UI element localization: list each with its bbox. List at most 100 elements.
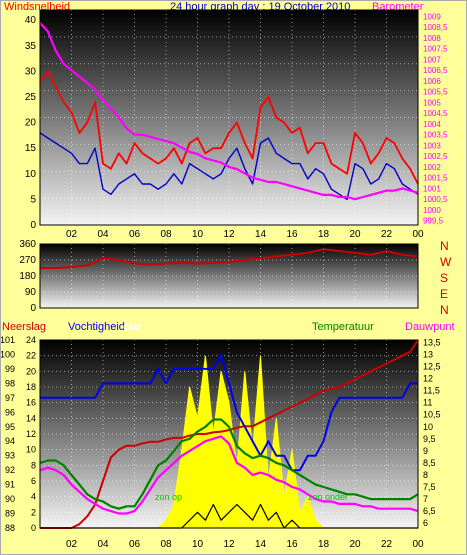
- x-tick-label: 08: [160, 229, 172, 240]
- barometer-tick: 1005: [423, 98, 441, 107]
- x-tick-label: 06: [129, 539, 141, 550]
- humidity-line: [40, 353, 418, 472]
- humidity-tick: 91: [5, 480, 15, 490]
- x-tick-label: 10: [192, 229, 204, 240]
- x-tick-label: 14: [255, 229, 267, 240]
- compass-label: E: [440, 287, 448, 301]
- barometer-tick: 1006,5: [423, 66, 448, 75]
- temperature-tick: 11,5: [423, 386, 440, 396]
- humidity-tick: 99: [5, 364, 15, 374]
- wind-speed-tick: 10: [25, 169, 37, 180]
- direction-tick: 0: [30, 303, 36, 314]
- temperature-tick: 8,5: [423, 458, 436, 468]
- temperature-axis: 13,5 13 12,5 12 11,5 11 10,5 10 9,5 9 8,5 8 7,5 7 6,5 6: [423, 337, 441, 528]
- rain-tick: 0: [31, 523, 36, 533]
- barometer-tick: 1006: [423, 77, 441, 86]
- direction-tick: 360: [19, 239, 36, 250]
- barometer-tick: 1005,5: [423, 88, 448, 97]
- sunset-label: zon onder: [308, 492, 348, 502]
- barometer-tick: 999,5: [423, 217, 444, 226]
- sunrise-label: zon op: [155, 492, 182, 502]
- direction-series: [40, 248, 419, 269]
- barometer-tick: 1003,5: [423, 131, 448, 140]
- rain-tick: 4: [31, 492, 36, 502]
- rain-tick: 16: [26, 398, 36, 408]
- barometer-line: [39, 22, 419, 201]
- dewpoint-line: [39, 435, 419, 515]
- humidity-axis: 101 100 99 98 97 96 95 94 93 92 91 90 89 88: [0, 335, 15, 533]
- humidity-tick: 93: [5, 451, 15, 461]
- temperature-tick: 12: [423, 374, 433, 384]
- x-tick-label: 20: [349, 539, 361, 550]
- humidity-tick: 89: [5, 509, 15, 519]
- direction-panel-frame: [39, 243, 419, 309]
- x-tick-label: 06: [129, 229, 141, 240]
- compass-label: N: [440, 303, 449, 317]
- wind-speed-tick: 30: [25, 66, 37, 77]
- humidity-tick: 90: [5, 494, 15, 504]
- humidity-tick: 94: [5, 436, 15, 446]
- barometer-tick: 1003: [423, 141, 441, 150]
- temperature-tick: 9,5: [423, 434, 436, 444]
- rain-line: [40, 339, 419, 529]
- temperature-tick: 11: [423, 398, 432, 408]
- wind-speed-tick: 40: [25, 15, 37, 26]
- x-tick-label: 18: [318, 229, 330, 240]
- x-tick-label: 00: [412, 229, 424, 240]
- rain-tick: 18: [26, 382, 36, 392]
- temperature-tick: 7,5: [423, 482, 436, 492]
- x-tick-label: 20: [349, 229, 361, 240]
- barometer-tick: 1008: [423, 34, 441, 43]
- humidity-tick: 88: [5, 523, 15, 533]
- rain-tick: 24: [26, 335, 36, 345]
- x-tick-label: 22: [381, 229, 393, 240]
- temperature-tick: 9: [423, 446, 428, 456]
- x-tick-label: 04: [97, 539, 109, 550]
- dewpoint-label: Dauwpunt: [405, 321, 455, 333]
- x-tick-label: 16: [286, 229, 298, 240]
- compass-label: S: [440, 271, 448, 285]
- temperature-tick: 12,5: [423, 362, 441, 372]
- direction-panel-grid: [40, 244, 419, 308]
- temperature-tick: 6,5: [423, 506, 436, 516]
- rain-tick: 6: [31, 476, 36, 486]
- x-tick-label: 08: [160, 539, 172, 550]
- x-tick-label: 12: [223, 539, 235, 550]
- temperature-tick: 7: [423, 494, 428, 504]
- x-tick-label: 22: [381, 539, 393, 550]
- weather-panel-x-axis: 02 04 06 08 10 12 14 16 18 20 22 00: [66, 539, 424, 550]
- wind-speed-tick: 25: [25, 92, 37, 103]
- wind-direction-line: [40, 248, 419, 269]
- barometer-tick: 1002: [423, 163, 441, 172]
- x-tick-label: 02: [66, 539, 78, 550]
- humidity-tick: 100: [0, 349, 15, 359]
- rain-tick: 14: [26, 413, 36, 423]
- rain-tick: 12: [26, 429, 36, 439]
- barometer-tick: 1004,5: [423, 109, 448, 118]
- barometer-tick: 1008,5: [423, 23, 448, 32]
- temperature-tick: 10,5: [423, 410, 441, 420]
- temperature-tick: 8: [423, 470, 428, 480]
- rain-tick: 8: [31, 460, 36, 470]
- direction-tick: 180: [19, 271, 36, 282]
- x-tick-label: 10: [192, 539, 204, 550]
- humidity-tick: 97: [5, 393, 15, 403]
- barometer-tick: 1009: [423, 12, 441, 21]
- humidity-tick: 96: [5, 407, 15, 417]
- direction-tick: 90: [25, 287, 37, 298]
- x-tick-label: 00: [412, 539, 424, 550]
- wind-gust-line: [39, 70, 419, 185]
- wind-panel-frame: [39, 9, 419, 226]
- direction-axis: 360 270 180 90 0: [19, 239, 36, 314]
- barometer-tick: 1000: [423, 206, 441, 215]
- wind-average-line: [39, 132, 419, 201]
- wind-speed-tick: 20: [25, 118, 37, 129]
- barometer-tick: 1001: [423, 184, 441, 193]
- rain-tick: 20: [26, 366, 36, 376]
- humidity-tick: 101: [0, 335, 15, 345]
- x-tick-label: 16: [286, 539, 298, 550]
